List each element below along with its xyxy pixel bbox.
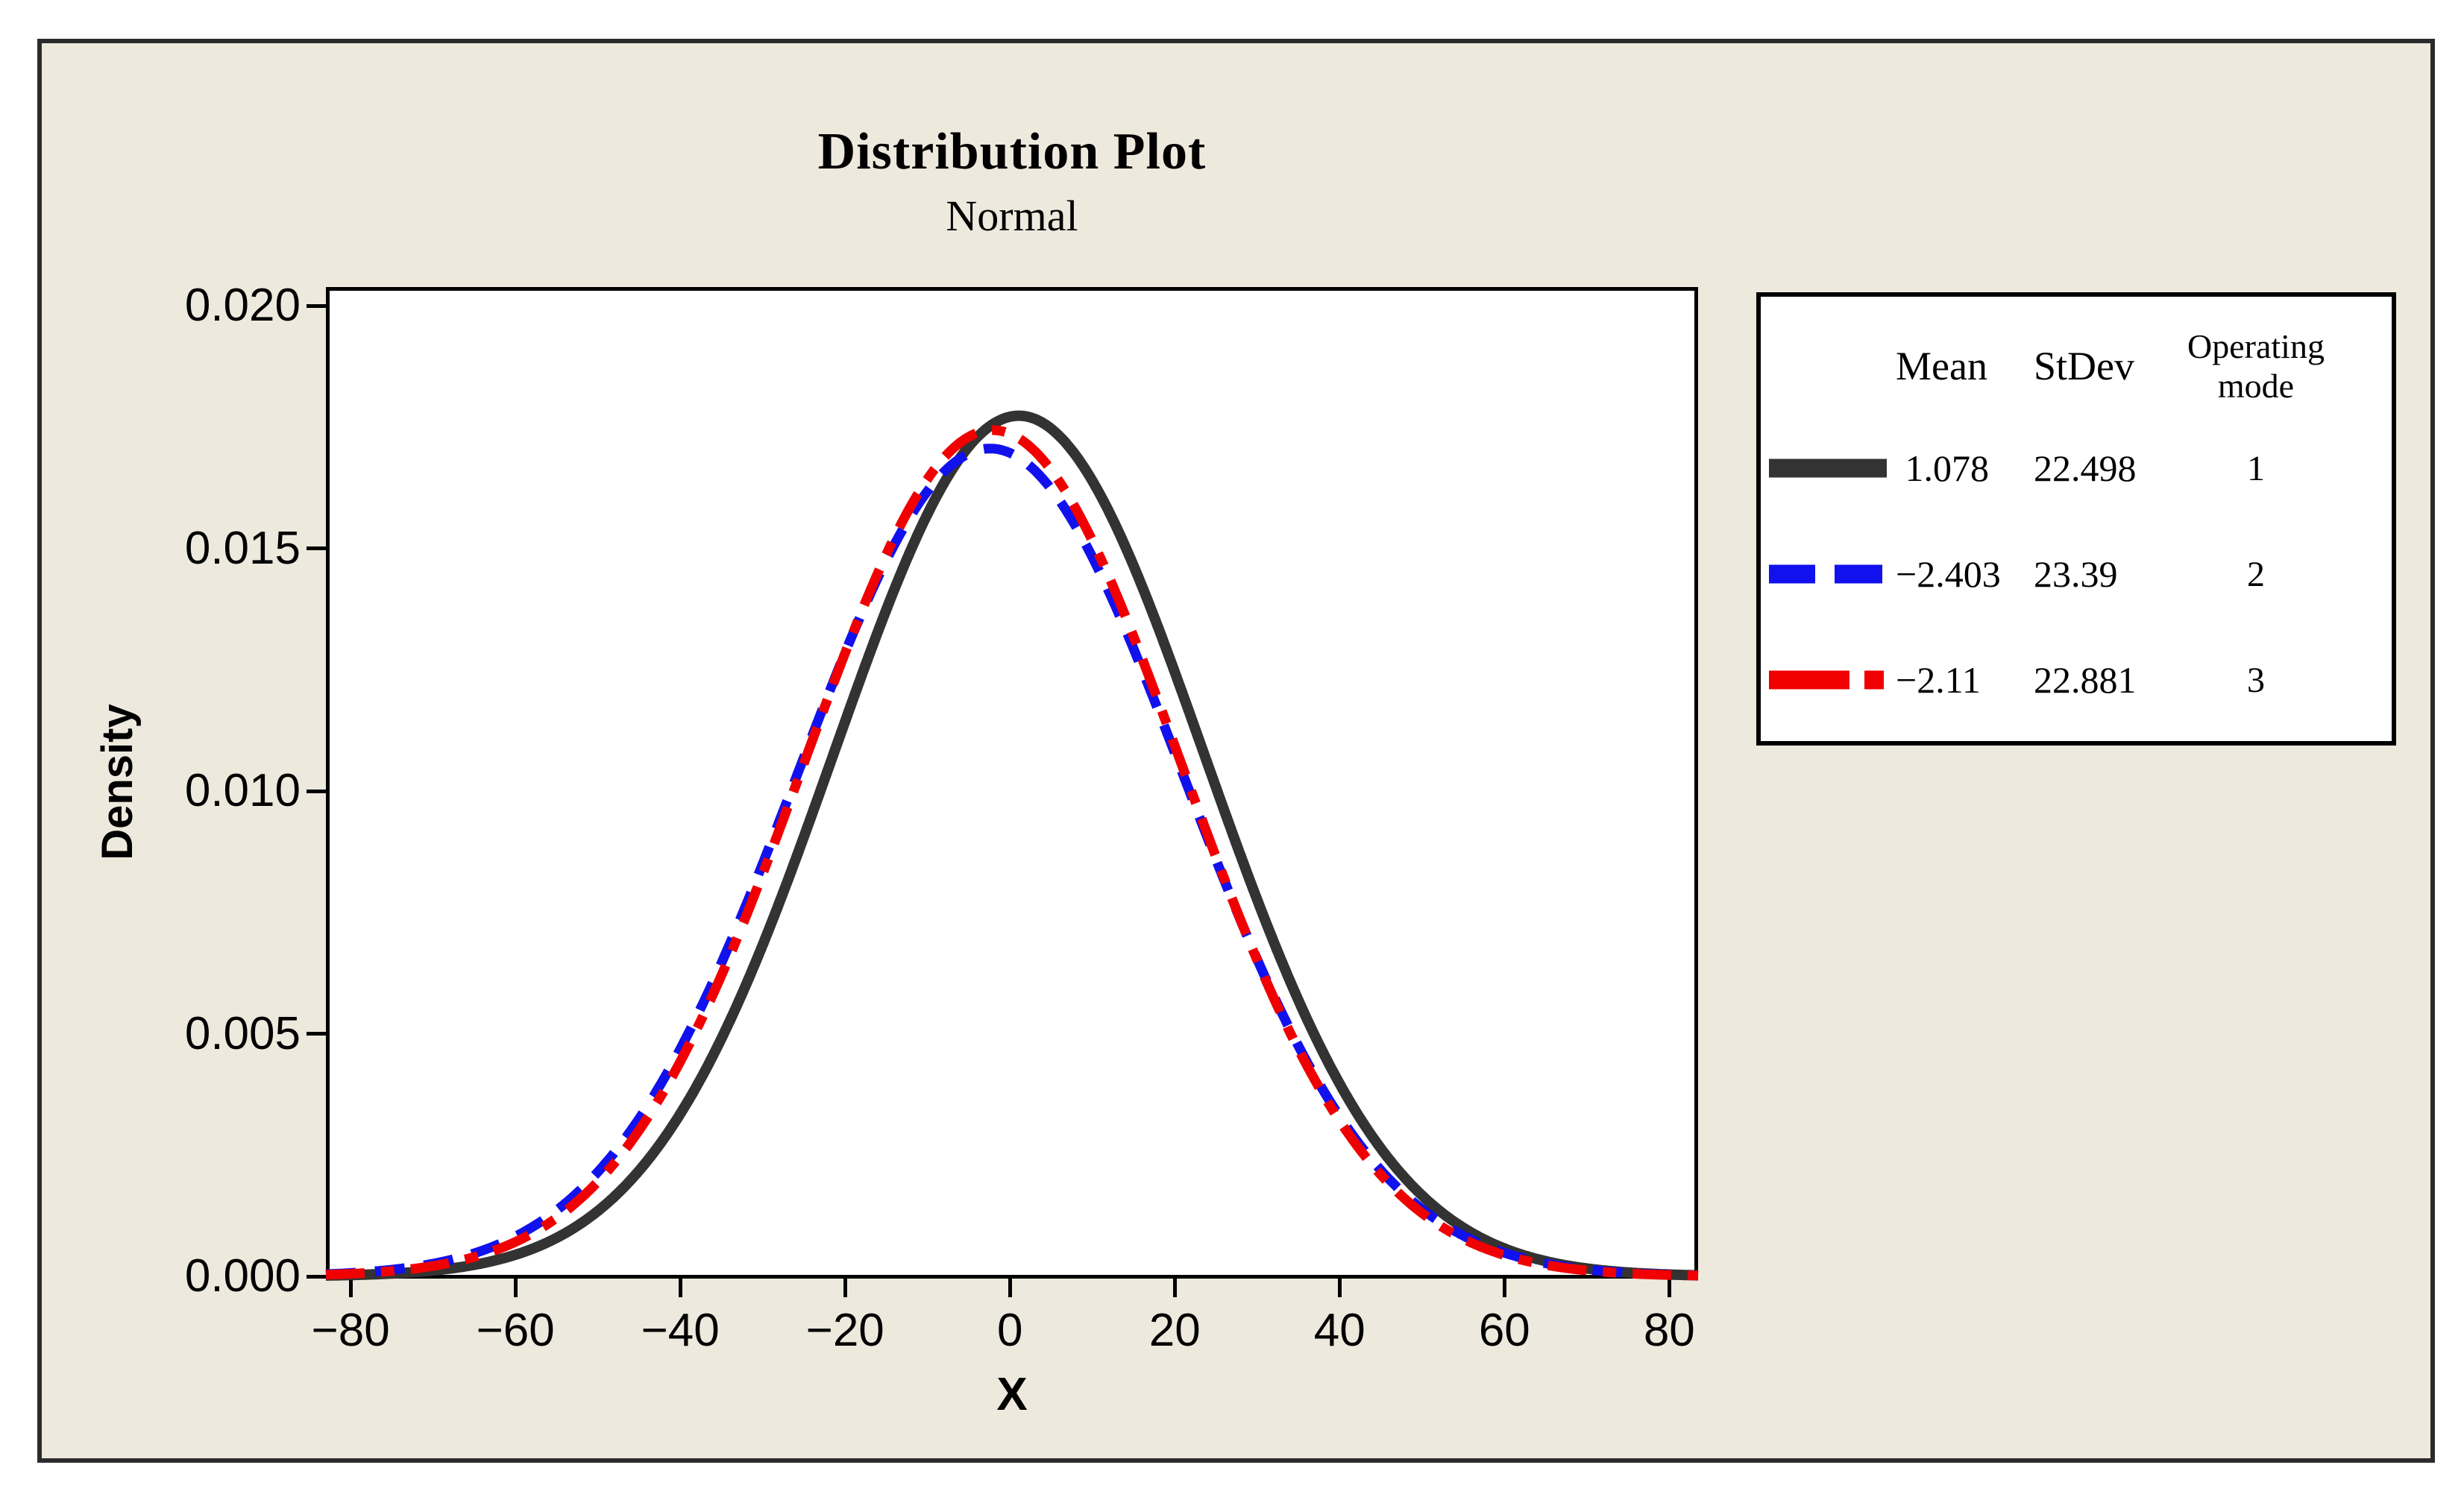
legend-operating-mode-value: 2 bbox=[2247, 554, 2265, 594]
chart-subtitle: Normal bbox=[946, 192, 1078, 240]
legend-header: Mean StDev Operating mode bbox=[1761, 327, 2392, 405]
legend-line-swatch-solid bbox=[1769, 459, 1887, 478]
x-tick-mark bbox=[513, 1278, 518, 1297]
x-tick-mark bbox=[1008, 1278, 1012, 1297]
legend-header-mean: Mean bbox=[1896, 344, 1987, 388]
legend-stdev-value: 22.881 bbox=[2034, 659, 2137, 701]
legend-line-swatch-dashed bbox=[1769, 564, 1887, 584]
density-curve-mode-1 bbox=[322, 410, 1702, 1281]
density-curve-mode-2 bbox=[322, 444, 1702, 1281]
x-tick-mark bbox=[1172, 1278, 1177, 1297]
legend-operating-mode-value: 1 bbox=[2247, 448, 2265, 488]
y-tick-mark bbox=[307, 303, 326, 308]
legend-stdev-value: 23.39 bbox=[2034, 553, 2118, 595]
x-tick-label: 0 bbox=[996, 1305, 1023, 1356]
legend-row-mode-1: 1.078 22.498 1 bbox=[1761, 435, 2392, 502]
x-tick-mark bbox=[843, 1278, 847, 1297]
y-tick-label: 0.000 bbox=[184, 1250, 301, 1302]
x-tick-label: 40 bbox=[1313, 1305, 1365, 1356]
x-axis-title: X bbox=[996, 1369, 1028, 1420]
x-tick-mark bbox=[1337, 1278, 1342, 1297]
legend-row-mode-2: −2.403 23.39 2 bbox=[1761, 541, 2392, 608]
x-tick-mark bbox=[678, 1278, 682, 1297]
legend-line-swatch-dash-dot bbox=[1769, 670, 1887, 690]
legend-mean-value: 1.078 bbox=[1896, 447, 1990, 489]
x-tick-label: 60 bbox=[1478, 1305, 1530, 1356]
legend: Mean StDev Operating mode 1.078 22.498 1 −2… bbox=[1756, 292, 2396, 746]
y-tick-mark bbox=[307, 1274, 326, 1279]
y-tick-mark bbox=[307, 1032, 326, 1036]
legend-row-mode-3: −2.11 22.881 3 bbox=[1761, 646, 2392, 713]
x-tick-label: 20 bbox=[1148, 1305, 1201, 1356]
x-tick-mark bbox=[1502, 1278, 1506, 1297]
density-curve-mode-3 bbox=[322, 425, 1702, 1281]
y-tick-label: 0.020 bbox=[184, 280, 301, 331]
chart-title: Distribution Plot bbox=[817, 123, 1207, 180]
x-tick-label: −20 bbox=[805, 1305, 884, 1356]
x-tick-label: −80 bbox=[311, 1305, 390, 1356]
x-tick-mark bbox=[1667, 1278, 1671, 1297]
legend-stdev-value: 22.498 bbox=[2034, 447, 2137, 489]
y-tick-label: 0.005 bbox=[184, 1007, 301, 1059]
legend-mean-value: −2.11 bbox=[1896, 659, 1981, 701]
y-tick-label: 0.015 bbox=[184, 522, 301, 574]
y-tick-label: 0.010 bbox=[184, 765, 301, 816]
x-tick-label: −40 bbox=[641, 1305, 720, 1356]
y-tick-mark bbox=[307, 789, 326, 793]
legend-operating-mode-value: 3 bbox=[2247, 660, 2265, 700]
legend-mean-value: −2.403 bbox=[1896, 553, 2001, 595]
legend-header-stdev: StDev bbox=[2034, 344, 2134, 388]
legend-header-operating-mode: Operating mode bbox=[2187, 327, 2325, 405]
y-tick-mark bbox=[307, 546, 326, 550]
x-tick-label: −60 bbox=[476, 1305, 555, 1356]
x-tick-label: 80 bbox=[1643, 1305, 1695, 1356]
x-tick-mark bbox=[348, 1278, 353, 1297]
y-axis-title: Density bbox=[93, 704, 142, 860]
density-curves bbox=[322, 410, 1702, 1281]
